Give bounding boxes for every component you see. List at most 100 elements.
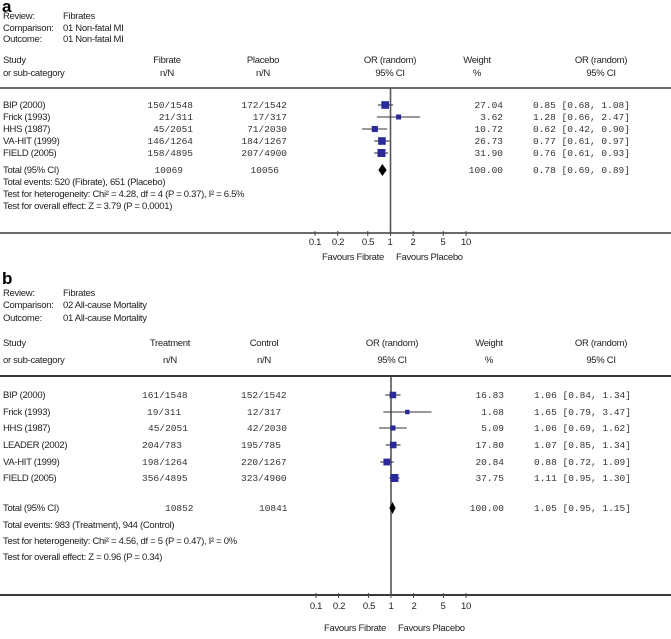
control-count: 42/2030 [247,423,287,434]
total-treat: 10852 [165,503,194,514]
weight-value: 27.04 [474,100,503,111]
pooled-estimate-diamond [378,164,387,176]
header-control: Placebo [246,55,280,66]
axis-tick-label: 1 [387,237,393,248]
study-name: BIP (2000) [3,100,46,111]
or-ci-text: 1.28 [0.66, 2.47] [533,112,630,123]
header-or-text-sub: 95% CI [586,68,616,79]
meta-label-outcome: Outcome: [3,34,42,45]
study-name: FIELD (2005) [3,473,57,484]
or-ci-text: 1.11 [0.95, 1.30] [534,473,631,484]
study-point-square [389,441,397,449]
treat-count: 158/4895 [147,148,193,159]
study-point-square [405,409,410,415]
meta-value-comparison: 02 All-cause Mortality [63,300,147,311]
header-or-text: OR (random) [574,55,628,66]
header-or-plot: OR (random) [365,338,419,349]
treat-count: 45/2051 [153,124,193,135]
study-point-square [381,101,389,109]
favours-left-label: Favours Fibrate [323,623,386,634]
axis-rule [0,232,671,234]
or-ci-text: 0.85 [0.68, 1.08] [533,100,630,111]
meta-value-review: Fibrates [63,288,95,299]
header-study: Study [3,338,26,349]
axis-tick-label: 5 [440,237,446,248]
axis-tick-label: 0.2 [331,237,345,248]
meta-label-comparison: Comparison: [3,300,54,311]
treat-count: 356/4895 [142,473,188,484]
control-count: 323/4900 [241,473,287,484]
axis-tick-label: 5 [440,601,446,612]
study-point-square [390,425,396,431]
header-or-text-sub: 95% CI [586,355,616,366]
header-study-sub: or sub-category [3,68,65,79]
study-point-square [371,125,378,133]
header-rule [0,87,671,89]
control-count: 71/2030 [247,124,287,135]
study-point-square [377,149,386,157]
total-label: Total (95% CI) [3,165,59,176]
note-overall-effect: Test for overall effect: Z = 0.96 (P = 0… [3,552,163,563]
axis-tick-label: 0.1 [308,237,322,248]
weight-value: 5.09 [481,423,504,434]
study-point-square [390,474,399,482]
treat-count: 19/311 [147,407,182,418]
header-or-plot-sub: 95% CI [375,68,405,79]
total-or-ci-text: 0.78 [0.69, 0.89] [533,165,630,176]
meta-label-review: Review: [3,11,35,22]
control-count: 220/1267 [241,457,287,468]
total-weight: 100.00 [469,503,504,514]
header-or-plot-sub: 95% CI [377,355,407,366]
treat-count: 161/1548 [142,390,188,401]
pooled-estimate-diamond [389,502,396,514]
header-weight-sub: % [472,68,482,79]
weight-value: 26.73 [474,136,503,147]
control-count: 184/1267 [241,136,287,147]
treat-count: 45/2051 [148,423,188,434]
control-count: 17/317 [252,112,287,123]
or-ci-text: 1.07 [0.85, 1.34] [534,440,631,451]
treat-count: 21/311 [158,112,193,123]
header-treatment: Treatment [149,338,191,349]
weight-value: 31.90 [474,148,503,159]
header-study: Study [3,55,26,66]
panel-letter: a [2,0,12,16]
note-total-events: Total events: 983 (Treatment), 944 (Cont… [3,520,175,531]
study-name: FIELD (2005) [3,148,57,159]
study-name: Frick (1993) [3,112,51,123]
header-control: Control [249,338,279,349]
weight-value: 37.75 [475,473,504,484]
total-control: 10056 [250,165,279,176]
study-point-square [383,458,391,466]
total-control: 10841 [259,503,288,514]
axis-tick-label: 0.5 [361,237,375,248]
note-heterogeneity: Test for heterogeneity: Chi² = 4.56, df … [3,536,237,547]
treat-count: 146/1264 [147,136,193,147]
favours-right-label: Favours Placebo [396,252,463,263]
header-or-text: OR (random) [574,338,628,349]
study-name: VA-HIT (1999) [3,136,60,147]
control-count: 195/785 [241,440,281,451]
control-count: 172/1542 [241,100,287,111]
header-treatment-sub: n/N [163,355,177,366]
header-control-sub: n/N [256,68,270,79]
header-weight-sub: % [484,355,494,366]
study-name: Frick (1993) [3,407,51,418]
or-ci-text: 0.62 [0.42, 0.90] [533,124,630,135]
axis-tick-label: 10 [461,601,471,612]
axis-tick-label: 0.1 [309,601,323,612]
weight-value: 10.72 [474,124,503,135]
header-rule [0,375,671,377]
weight-value: 17.80 [475,440,504,451]
note-overall-effect: Test for overall effect: Z = 3.79 (P = 0… [3,201,173,212]
treat-count: 150/1548 [147,100,193,111]
or-ci-text: 0.88 [0.72, 1.09] [534,457,631,468]
total-or-ci-text: 1.05 [0.95, 1.15] [534,503,631,514]
header-weight: Weight [463,55,491,66]
header-weight: Weight [475,338,503,349]
treat-count: 198/1264 [142,457,188,468]
study-point-square [389,391,397,399]
total-weight: 100.00 [468,165,503,176]
control-count: 207/4900 [241,148,287,159]
meta-label-outcome: Outcome: [3,313,42,324]
